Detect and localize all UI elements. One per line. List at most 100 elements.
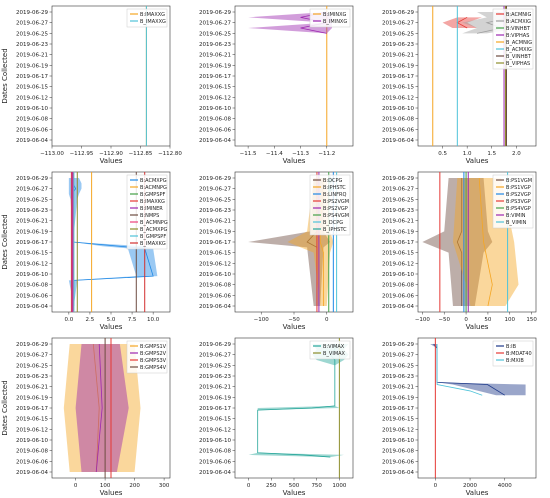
legend-entry: B:VIMIN [506,213,526,219]
x-tick-label: 0 [434,483,438,489]
y-tick-label: 2019-06-06 [382,293,414,299]
y-tick-label: 2019-06-25 [16,197,48,203]
legend-entry: B_ACMNPG [140,220,168,226]
legend-entry: B:PS2VGP [323,206,348,212]
y-axis-label: Dates Collected [1,48,9,103]
legend-entry: B:ACMNPG [140,185,167,191]
legend-box [309,174,351,236]
y-tick-label: 2019-06-19 [199,229,231,235]
x-tick-label: 10.0 [147,317,160,323]
y-tick-label: 2019-06-10 [16,272,48,278]
y-tick-label: 2019-06-15 [382,417,414,423]
y-tick-label: 2019-06-29 [382,10,414,16]
series-b-gmps1v-line [92,343,100,473]
x-tick-label: 2.0 [512,151,521,157]
legend-entry: B:IPHSTC [323,185,346,191]
series-b-dcpg-band [248,178,331,306]
legend-entry: B_IPHSTC [323,227,347,233]
y-tick-label: 2019-06-25 [382,363,414,369]
series-b-acmnig-band [442,17,482,28]
y-tick-label: 2019-06-21 [382,385,414,391]
x-tick-label: −11.4 [266,151,283,157]
x-tick-label: −112.85 [129,151,153,157]
legend-entry: B:PS2VGM [323,199,349,205]
legend-entry: B:IMINER [140,206,163,212]
y-tick-label: 2019-06-25 [16,31,48,37]
legend-entry: B_ACMXPG [140,227,168,233]
y-tick-label: 2019-06-10 [16,106,48,112]
series-b-gmps2v-line [95,343,103,473]
y-tick-label: 2019-06-12 [16,427,48,433]
x-tick-label: 0 [247,483,251,489]
x-tick-label: 0 [464,317,468,323]
y-tick-label: 2019-06-27 [382,21,414,27]
legend-entry: B:PS1VGM [506,178,532,184]
y-tick-label: 2019-06-10 [199,438,231,444]
legend-entry: B:IMINXG [323,12,347,18]
legend-entry: B:MDAT40 [506,351,532,357]
y-tick-label: 2019-06-25 [199,197,231,203]
y-tick-label: 2019-06-21 [199,219,231,225]
legend-entry: B:IMAXXG [140,12,165,18]
x-axis-label: Values [283,323,306,331]
x-axis-label: Values [466,323,489,331]
subplot-5: 2019-06-04 2019-06-06 2019-06-08 2019-06-10… [199,171,354,331]
x-tick-label: −100 [415,317,431,323]
y-tick-label: 2019-06-12 [16,261,48,267]
x-tick-label: −50 [438,317,450,323]
x-tick-label: 2000 [463,483,477,489]
subplot-8: 2019-06-04 2019-06-06 2019-06-08 2019-06-10… [199,337,354,497]
y-tick-label: 2019-06-12 [382,427,414,433]
y-tick-label: 2019-06-08 [382,117,414,123]
x-tick-label: 750 [311,483,322,489]
y-tick-label: 2019-06-27 [16,187,48,193]
y-tick-label: 2019-06-25 [16,363,48,369]
y-tick-label: 2019-06-04 [199,470,231,476]
y-tick-label: 2019-06-27 [199,187,231,193]
y-tick-label: 2019-06-08 [199,283,231,289]
y-tick-label: 2019-06-08 [199,117,231,123]
legend-entry: B_IMAXKG [140,241,166,247]
y-tick-label: 2019-06-17 [199,240,231,246]
y-tick-label: 2019-06-27 [16,21,48,27]
y-tick-label: 2019-06-25 [199,31,231,37]
y-tick-label: 2019-06-08 [199,449,231,455]
y-tick-label: 2019-06-15 [199,251,231,257]
legend-entry: B_DCPG [323,220,343,226]
y-tick-label: 2019-06-15 [199,85,231,91]
x-tick-label: −112.80 [158,151,182,157]
x-tick-label: 0 [74,483,78,489]
y-tick-label: 2019-06-29 [382,176,414,182]
legend-entry: B:GMPS4V [140,365,167,371]
legend-entry: B:LINFRQ [323,192,346,198]
y-tick-label: 2019-06-06 [199,127,231,133]
y-tick-label: 2019-06-29 [199,10,231,16]
y-tick-label: 2019-06-25 [199,363,231,369]
x-axis-label: Values [283,489,306,497]
y-tick-label: 2019-06-17 [382,240,414,246]
y-tick-label: 2019-06-17 [16,74,48,80]
y-tick-label: 2019-06-27 [382,187,414,193]
y-tick-label: 2019-06-08 [382,449,414,455]
x-axis-label: Values [100,157,123,165]
plot-area [63,338,141,478]
y-tick-label: 2019-06-17 [382,74,414,80]
y-tick-label: 2019-06-19 [199,395,231,401]
x-tick-label: 4000 [498,483,512,489]
y-tick-label: 2019-06-04 [382,470,414,476]
y-tick-label: 2019-06-04 [16,470,48,476]
y-tick-label: 2019-06-12 [382,261,414,267]
x-tick-label: 1.0 [463,151,472,157]
x-tick-label: 1.5 [487,151,496,157]
y-tick-label: 2019-06-10 [199,272,231,278]
legend-entry: B_VIMAX [323,351,346,357]
x-tick-label: 100 [505,317,516,323]
y-tick-label: 2019-06-15 [199,417,231,423]
legend-entry: B:ACMXIG [506,19,531,25]
y-tick-label: 2019-06-29 [16,176,48,182]
y-tick-label: 2019-06-10 [382,438,414,444]
x-tick-label: 500 [289,483,300,489]
